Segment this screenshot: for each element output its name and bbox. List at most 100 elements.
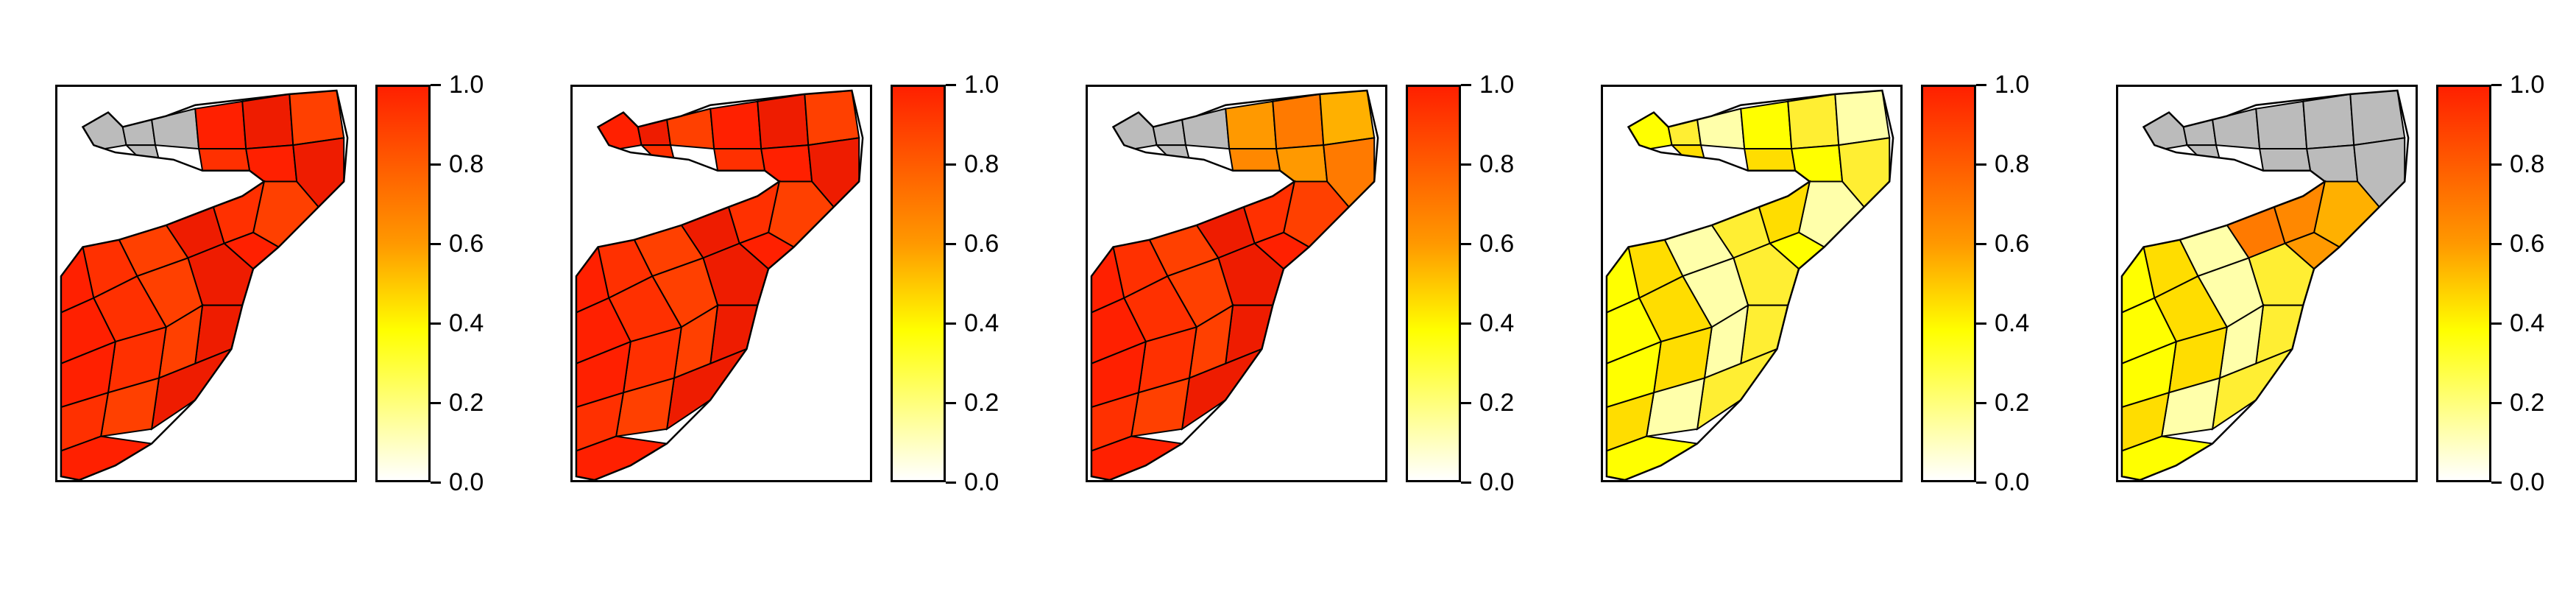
colorbar-tick-label: 1.0 [964, 71, 999, 99]
colorbar-tick-label: 1.0 [1995, 71, 2030, 99]
colorbar-tick [431, 322, 441, 325]
colorbar-tick [1976, 83, 1986, 86]
district-northeast [1319, 90, 1376, 147]
colorbar-tick [431, 242, 441, 245]
district-northwest [150, 107, 200, 150]
district-northeast [2255, 100, 2308, 150]
colorbar-tick-label: 0.8 [2510, 150, 2545, 178]
district-northwest [82, 111, 127, 150]
colorbar-tick-label: 0.8 [964, 150, 999, 178]
colorbar-tick [1461, 322, 1471, 325]
map-panel-2: 1.0 0.8 0.6 0.4 0.2 0.0 [515, 0, 1030, 589]
colorbar-tick [1976, 322, 1986, 325]
country-outline [1090, 89, 1379, 480]
district-northeast [1834, 90, 1891, 147]
map-frame [570, 85, 872, 482]
colorbar-tick [1461, 83, 1471, 86]
country-outline [60, 89, 349, 480]
district-northeast [2306, 144, 2359, 183]
colorbar-tick [1461, 163, 1471, 166]
colorbar-tick-label: 0.2 [449, 389, 484, 417]
colorbar [1406, 85, 1461, 482]
country-outline [1605, 89, 1894, 480]
colorbar-tick [1976, 481, 1986, 484]
district-northeast [1225, 100, 1278, 150]
map-frame [1086, 85, 1387, 482]
district-northwest [665, 107, 715, 150]
colorbar-tick-label: 0.4 [964, 309, 999, 337]
colorbar-tick [1461, 401, 1471, 404]
district-northeast [1743, 148, 1797, 172]
choropleth-map [60, 89, 349, 480]
colorbar-tick [431, 401, 441, 404]
colorbar-tick [1976, 163, 1986, 166]
district-northwest [1627, 111, 1673, 150]
colorbar-tick [2491, 401, 2502, 404]
colorbar-tick-label: 0.4 [1995, 309, 2030, 337]
district-northeast [1272, 93, 1325, 150]
district-northeast [245, 144, 298, 183]
choropleth-map [1605, 89, 1894, 480]
colorbar-tick-label: 0.6 [964, 230, 999, 258]
colorbar-tick-label: 0.0 [1479, 468, 1515, 496]
map-panel-1: 1.0 0.8 0.6 0.4 0.2 0.0 [0, 0, 515, 589]
district-northwest [2211, 107, 2261, 150]
choropleth-map [1090, 89, 1379, 480]
colorbar-tick [946, 481, 956, 484]
country-outline [575, 89, 864, 480]
colorbar-tick-label: 0.6 [449, 230, 484, 258]
district-northwest [1696, 107, 1746, 150]
district-northeast [1787, 93, 1840, 150]
colorbar-tick [2491, 242, 2502, 245]
map-panel-4: 1.0 0.8 0.6 0.4 0.2 0.0 [1546, 0, 2061, 589]
colorbar-tick [431, 163, 441, 166]
map-frame [55, 85, 357, 482]
district-northwest [597, 111, 643, 150]
colorbar-tick-label: 0.2 [1995, 389, 2030, 417]
district-northeast [710, 100, 762, 150]
colorbar-tick-label: 0.4 [449, 309, 484, 337]
colorbar-tick-label: 1.0 [449, 71, 484, 99]
colorbar-tick-label: 0.6 [1479, 230, 1515, 258]
map-panel-5: 1.0 0.8 0.6 0.4 0.2 0.0 [2061, 0, 2576, 589]
map-frame [1601, 85, 1903, 482]
district-northeast [1740, 100, 1793, 150]
colorbar [1921, 85, 1976, 482]
colorbar-tick [946, 401, 956, 404]
district-northeast [1275, 144, 1328, 183]
colorbar-tick [431, 83, 441, 86]
district-northeast [804, 90, 860, 147]
colorbar-tick-label: 0.2 [2510, 389, 2545, 417]
country-outline [2120, 89, 2410, 480]
colorbar-tick-label: 0.4 [2510, 309, 2545, 337]
district-northeast [289, 90, 345, 147]
district-northwest [2142, 111, 2188, 150]
district-northeast [1228, 148, 1281, 172]
colorbar-tick-label: 0.0 [2510, 468, 2545, 496]
colorbar-tick-label: 0.8 [1479, 150, 1515, 178]
district-northeast [197, 148, 251, 172]
colorbar-tick-label: 0.8 [1995, 150, 2030, 178]
colorbar-tick-label: 0.0 [964, 468, 999, 496]
colorbar-tick-label: 0.6 [1995, 230, 2030, 258]
colorbar-tick [2491, 481, 2502, 484]
colorbar-tick-label: 0.0 [1995, 468, 2030, 496]
colorbar-tick [1461, 242, 1471, 245]
colorbar-tick [946, 322, 956, 325]
map-panel-3: 1.0 0.8 0.6 0.4 0.2 0.0 [1030, 0, 1546, 589]
colorbar-tick-label: 0.2 [1479, 389, 1515, 417]
map-frame [2116, 85, 2418, 482]
colorbar-tick [946, 83, 956, 86]
district-northeast [2302, 93, 2355, 150]
colorbar-tick [946, 163, 956, 166]
colorbar-tick [2491, 322, 2502, 325]
district-northeast [2258, 148, 2312, 172]
colorbar-tick [2491, 163, 2502, 166]
colorbar-tick-label: 0.0 [449, 468, 484, 496]
district-northeast [2349, 90, 2406, 147]
colorbar-tick-label: 0.8 [449, 150, 484, 178]
colorbar-tick-label: 0.4 [1479, 309, 1515, 337]
colorbar-tick-label: 0.6 [2510, 230, 2545, 258]
district-northwest [1112, 111, 1158, 150]
